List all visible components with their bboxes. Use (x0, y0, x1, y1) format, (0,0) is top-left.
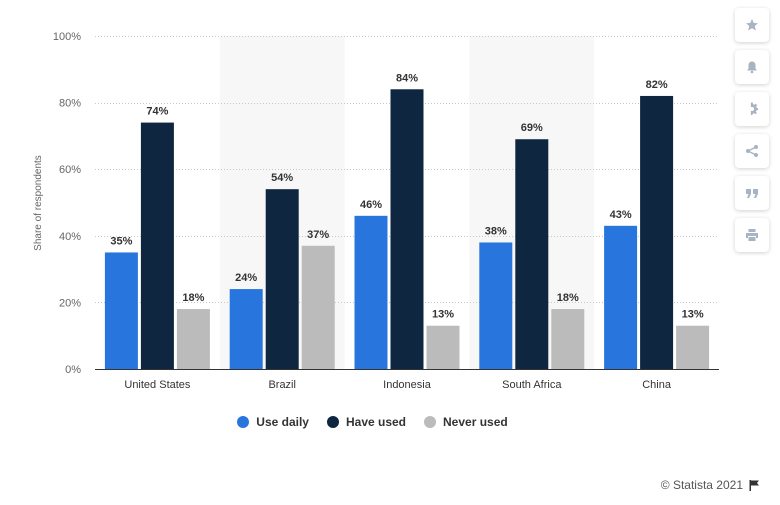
bar-chart: 0%20%40%60%80%100% Share of respondents … (33, 31, 719, 391)
data-label: 46% (360, 199, 382, 211)
bar[interactable] (426, 325, 460, 369)
print-icon (746, 229, 758, 241)
bell-icon (747, 61, 757, 74)
bar[interactable] (676, 325, 710, 369)
data-label: 74% (146, 106, 168, 118)
print-button[interactable] (735, 218, 769, 252)
bar[interactable] (104, 252, 138, 369)
x-axis-categories: United States Brazil Indonesia South Africa… (124, 379, 671, 391)
bar[interactable] (301, 245, 335, 369)
data-label: 35% (110, 235, 132, 247)
legend-label: Never used (443, 415, 508, 429)
data-label: 18% (557, 292, 579, 304)
data-label: 13% (432, 309, 454, 321)
quote-icon (746, 189, 758, 198)
legend-label: Use daily (256, 415, 309, 429)
bar[interactable] (265, 189, 299, 369)
data-label: 54% (271, 172, 293, 184)
x-category-label: United States (124, 379, 191, 391)
share-icon (746, 145, 758, 157)
bar[interactable] (176, 309, 210, 369)
y-tick-label: 0% (65, 364, 81, 376)
data-label: 24% (235, 272, 257, 284)
data-label: 13% (682, 309, 704, 321)
data-label: 18% (182, 292, 204, 304)
notification-button[interactable] (735, 50, 769, 84)
legend-item-never-used[interactable]: Never used (424, 415, 508, 429)
x-category-label: Brazil (268, 379, 296, 391)
settings-button[interactable] (735, 92, 769, 126)
bar[interactable] (479, 242, 513, 369)
statista-credit[interactable]: © Statista 2021 (661, 478, 760, 492)
data-labels: 35% 74% 18% 24% 54% 37% 46% 84% 13% 38% 69% 18% 43% 8… (110, 72, 703, 320)
credit-text: © Statista 2021 (660, 478, 743, 492)
x-category-label: China (642, 379, 672, 391)
y-tick-label: 60% (59, 164, 81, 176)
data-label: 37% (307, 229, 329, 241)
cite-button[interactable] (735, 176, 769, 210)
bar[interactable] (604, 225, 638, 369)
legend-swatch (424, 416, 437, 428)
legend-swatch (326, 416, 339, 428)
bars (104, 89, 710, 369)
x-category-label: Indonesia (383, 379, 432, 391)
y-axis-label: Share of respondents (33, 155, 44, 251)
data-label: 69% (521, 122, 543, 134)
gear-icon (750, 102, 759, 116)
y-tick-label: 20% (59, 297, 81, 309)
toolbar (735, 8, 769, 252)
share-button[interactable] (735, 134, 769, 168)
data-label: 84% (396, 72, 418, 84)
y-tick-label: 100% (53, 31, 81, 43)
data-label: 38% (485, 225, 507, 237)
bar[interactable] (515, 139, 549, 369)
x-category-label: South Africa (502, 379, 562, 391)
legend-swatch (237, 416, 250, 428)
data-label: 82% (646, 79, 668, 91)
bar[interactable] (354, 215, 388, 369)
legend-label: Have used (345, 415, 407, 429)
legend: Use daily Have used Never used (0, 415, 745, 429)
legend-item-use-daily[interactable]: Use daily (237, 415, 309, 429)
favorite-button[interactable] (735, 8, 769, 42)
bar[interactable] (140, 122, 174, 369)
bar[interactable] (390, 89, 424, 369)
y-tick-label: 40% (59, 231, 81, 243)
bar[interactable] (640, 95, 674, 369)
star-icon (746, 19, 758, 31)
legend-item-have-used[interactable]: Have used (326, 415, 407, 429)
bar[interactable] (551, 309, 585, 369)
data-label: 43% (610, 209, 632, 221)
bar[interactable] (229, 289, 263, 369)
flag-icon (749, 479, 759, 491)
y-axis-ticks: 0% 20% 40% 60% 80% 100% (53, 31, 81, 376)
y-tick-label: 80% (59, 98, 81, 110)
